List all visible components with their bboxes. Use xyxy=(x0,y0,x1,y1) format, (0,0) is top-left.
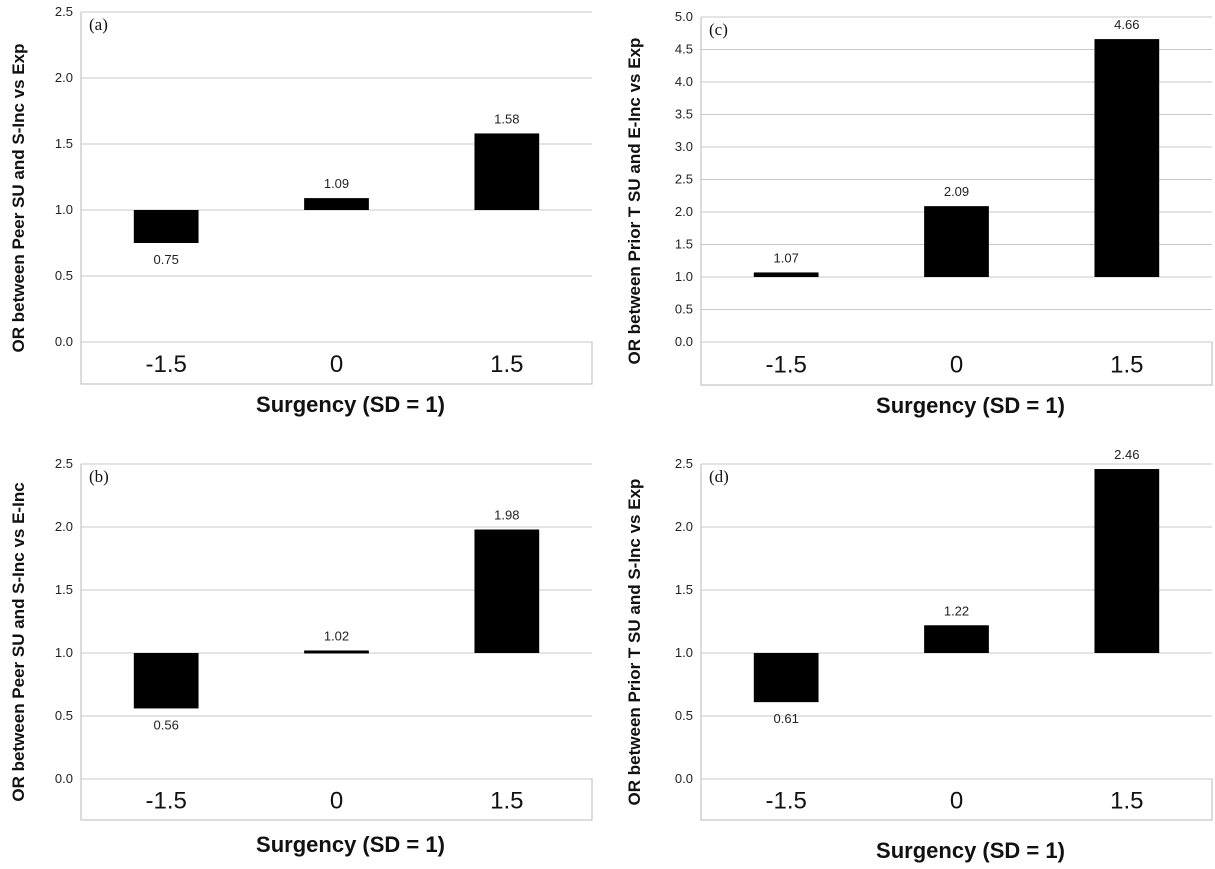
y-tick-label: 3.0 xyxy=(675,139,693,154)
bar xyxy=(1094,469,1160,653)
y-tick-label: 2.0 xyxy=(675,519,693,534)
y-tick-label: 0.0 xyxy=(55,334,73,349)
y-tick-label: 2.5 xyxy=(55,4,73,19)
y-tick-label: 0.0 xyxy=(675,334,693,349)
bar xyxy=(474,133,540,210)
y-tick-label: 3.5 xyxy=(675,107,693,122)
data-label: 4.66 xyxy=(1114,17,1139,32)
data-label: 2.09 xyxy=(944,184,969,199)
y-axis-title: OR between Prior T SU and S-Inc vs Exp xyxy=(625,479,644,806)
data-label: 0.61 xyxy=(774,711,799,726)
y-tick-label: 2.0 xyxy=(55,70,73,85)
panel-label: (a) xyxy=(89,15,108,34)
y-tick-label: 1.0 xyxy=(675,645,693,660)
x-tick-label: 0 xyxy=(330,351,343,378)
x-axis-title: Surgency (SD = 1) xyxy=(256,392,445,417)
x-tick-label: 0 xyxy=(330,788,343,815)
x-axis-title: Surgency (SD = 1) xyxy=(256,832,445,857)
y-axis-title: OR between Peer SU and S-Inc vs E-Inc xyxy=(9,482,28,801)
bar xyxy=(1094,39,1160,277)
x-tick-label: -1.5 xyxy=(765,352,806,379)
data-label: 1.07 xyxy=(774,250,799,265)
bar xyxy=(924,625,989,653)
x-tick-label: 1.5 xyxy=(1110,352,1143,379)
x-tick-label: -1.5 xyxy=(145,788,186,815)
y-tick-label: 0.5 xyxy=(675,302,693,317)
data-label: 1.02 xyxy=(324,628,349,643)
y-tick-label: 1.0 xyxy=(55,645,73,660)
bar xyxy=(753,653,819,703)
x-tick-label: 0 xyxy=(950,352,963,379)
x-tick-label: 1.5 xyxy=(490,788,523,815)
panel-b: 0.0 0.5 1.0 1.5 2.0 2.5 -1.5 0.56 0 1.02 1.5 1.98 (b… xyxy=(9,456,593,857)
y-tick-label: 2.0 xyxy=(675,204,693,219)
x-axis-title: Surgency (SD = 1) xyxy=(876,838,1065,863)
data-label: 1.09 xyxy=(324,176,349,191)
y-tick-label: 4.5 xyxy=(675,42,693,57)
bar xyxy=(474,529,540,653)
data-label: 1.58 xyxy=(494,111,519,126)
data-label: 0.56 xyxy=(154,717,179,732)
bar xyxy=(924,206,989,277)
y-tick-label: 0.0 xyxy=(675,771,693,786)
y-tick-label: 1.0 xyxy=(55,202,73,217)
panel-c: 0.0 0.5 1.0 1.5 2.0 2.5 3.0 3.5 4.0 4.5 5.0 -1.5 1.0… xyxy=(625,9,1213,418)
y-tick-label: 4.0 xyxy=(675,74,693,89)
x-tick-label: 1.5 xyxy=(1110,788,1143,815)
data-label: 2.46 xyxy=(1114,447,1139,462)
y-tick-label: 2.5 xyxy=(675,172,693,187)
y-tick-label: 0.0 xyxy=(55,771,73,786)
y-tick-label: 5.0 xyxy=(675,9,693,24)
bar xyxy=(304,650,369,654)
y-tick-label: 2.0 xyxy=(55,519,73,534)
y-tick-label: 1.5 xyxy=(675,237,693,252)
x-tick-label: 1.5 xyxy=(490,351,523,378)
x-tick-label: 0 xyxy=(950,788,963,815)
panel-d: 0.0 0.5 1.0 1.5 2.0 2.5 -1.5 0.61 0 1.22 1.5 2.46 (d… xyxy=(625,447,1213,863)
y-axis-title: OR between Prior T SU and E-Inc vs Exp xyxy=(625,38,644,365)
y-tick-label: 2.5 xyxy=(675,456,693,471)
data-label: 1.22 xyxy=(944,603,969,618)
x-tick-label: -1.5 xyxy=(765,788,806,815)
bar xyxy=(753,272,819,277)
y-tick-label: 1.5 xyxy=(55,582,73,597)
panel-label: (d) xyxy=(709,467,729,486)
y-tick-label: 0.5 xyxy=(55,708,73,723)
bar xyxy=(133,653,199,709)
x-axis-title: Surgency (SD = 1) xyxy=(876,393,1065,418)
panel-label: (b) xyxy=(89,467,109,486)
data-label: 1.98 xyxy=(494,508,519,523)
data-label: 0.75 xyxy=(154,252,179,267)
panel-a: 0.0 0.5 1.0 1.5 2.0 2.5 -1.5 0.75 0 1.09 1.5 1.58 (a… xyxy=(9,4,593,417)
y-tick-label: 1.0 xyxy=(675,269,693,284)
y-tick-label: 2.5 xyxy=(55,456,73,471)
bar xyxy=(133,210,199,243)
y-axis-title: OR between Peer SU and S-Inc vs Exp xyxy=(9,44,28,353)
panel-label: (c) xyxy=(709,20,728,39)
y-tick-label: 1.5 xyxy=(675,582,693,597)
x-tick-label: -1.5 xyxy=(145,351,186,378)
y-tick-label: 0.5 xyxy=(675,708,693,723)
y-tick-label: 1.5 xyxy=(55,136,73,151)
y-tick-label: 0.5 xyxy=(55,268,73,283)
bar xyxy=(304,198,369,210)
